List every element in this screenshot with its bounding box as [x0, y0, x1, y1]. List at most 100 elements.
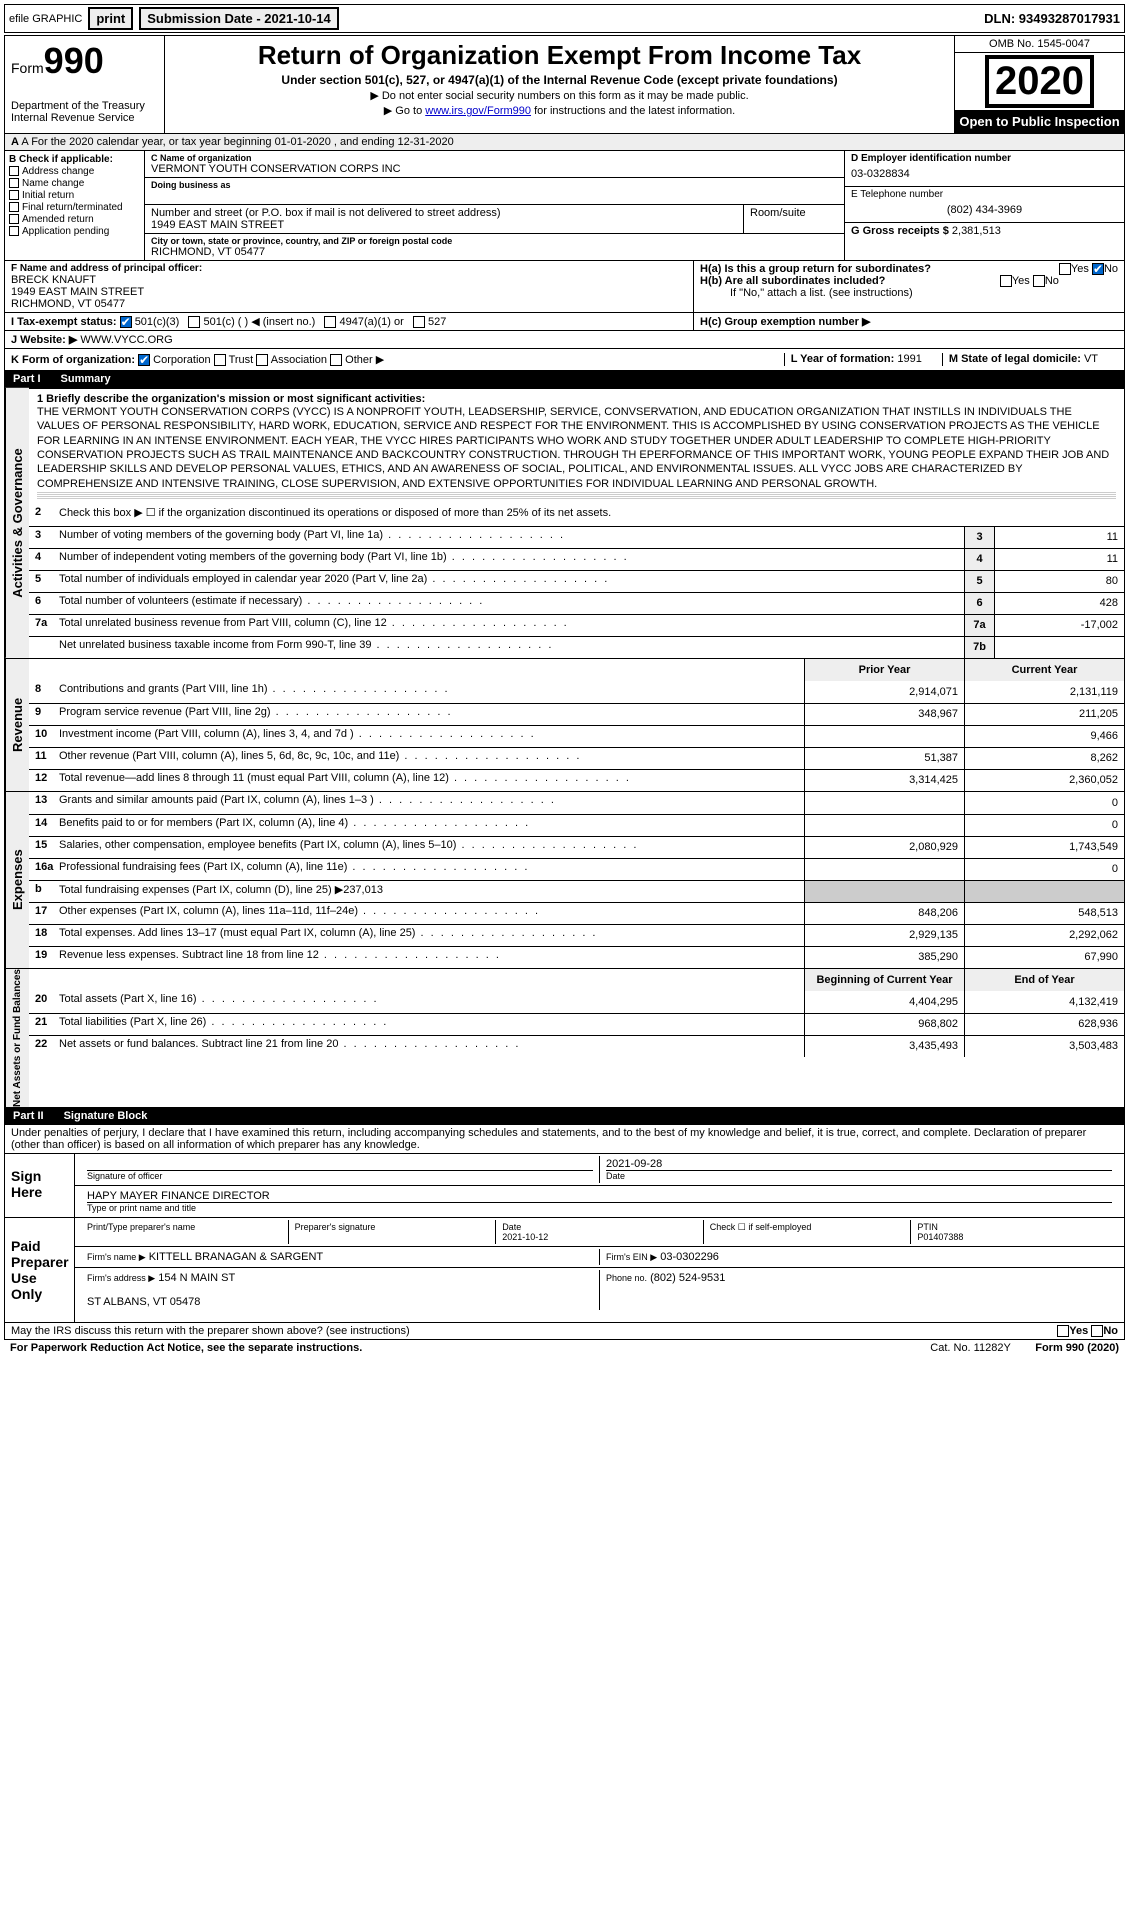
col-d: D Employer identification number03-03288… [844, 151, 1124, 260]
f-lbl: F Name and address of principal officer: [11, 263, 687, 274]
vtab-revenue: Revenue [5, 659, 29, 791]
firm-addr-lbl: Firm's address ▶ [87, 1273, 155, 1283]
sign-here-block: Sign Here Signature of officer 2021-09-2… [4, 1154, 1125, 1218]
table-row: 3Number of voting members of the governi… [29, 526, 1124, 548]
section-fgh: F Name and address of principal officer:… [4, 261, 1125, 313]
chk-discuss-yes[interactable] [1057, 1325, 1069, 1337]
prep-date: 2021-10-12 [502, 1232, 548, 1242]
j-lbl: J Website: ▶ [11, 334, 77, 346]
paid-preparer-block: Paid Preparer Use Only Print/Type prepar… [4, 1218, 1125, 1323]
k-lbl: K Form of organization: [11, 354, 135, 366]
row-k: K Form of organization: Corporation Trus… [4, 349, 1125, 371]
vtab-netassets: Net Assets or Fund Balances [5, 969, 29, 1107]
mission-lbl: 1 Briefly describe the organization's mi… [37, 393, 1116, 405]
city-lbl: City or town, state or province, country… [151, 236, 838, 246]
chk-final[interactable]: Final return/terminated [9, 202, 140, 213]
b-label: B Check if applicable: [9, 154, 140, 165]
submission-date-button[interactable]: Submission Date - 2021-10-14 [139, 7, 339, 30]
chk-pending[interactable]: Application pending [9, 226, 140, 237]
part-2-header: Part IISignature Block [4, 1108, 1125, 1125]
chk-assoc[interactable] [256, 354, 268, 366]
table-row: 14Benefits paid to or for members (Part … [29, 814, 1124, 836]
netassets-table: Net Assets or Fund Balances Beginning of… [4, 969, 1125, 1108]
hdr-begin: Beginning of Current Year [804, 969, 964, 991]
form-header: Form990 Department of the Treasury Inter… [4, 35, 1125, 134]
firm-name: KITTELL BRANAGAN & SARGENT [149, 1251, 323, 1263]
chk-501c[interactable] [188, 316, 200, 328]
l-lbl: L Year of formation: [791, 353, 895, 365]
hdr-current: Current Year [964, 659, 1124, 681]
table-row: 10Investment income (Part VIII, column (… [29, 725, 1124, 747]
activities-table: Activities & Governance 1 Briefly descri… [4, 388, 1125, 659]
room-lbl: Room/suite [750, 207, 838, 219]
ein-val: 03-0328834 [851, 164, 1118, 184]
section-bcd: B Check if applicable: Address change Na… [4, 151, 1125, 261]
table-row: 2Check this box ▶ ☐ if the organization … [29, 504, 1124, 526]
chk-527[interactable] [413, 316, 425, 328]
vtab-governance: Activities & Governance [5, 388, 29, 658]
form-label: Form990 [11, 40, 158, 82]
chk-4947[interactable] [324, 316, 336, 328]
row-i: I Tax-exempt status: 501(c)(3) 501(c) ( … [4, 313, 1125, 331]
chk-name[interactable]: Name change [9, 178, 140, 189]
sig-date: 2021-09-28 [606, 1158, 1112, 1170]
h-note: If "No," attach a list. (see instruction… [700, 287, 1118, 299]
table-row: 7aTotal unrelated business revenue from … [29, 614, 1124, 636]
revenue-table: Revenue Prior YearCurrent Year 8Contribu… [4, 659, 1125, 792]
row-j: J Website: ▶ WWW.VYCC.ORG [4, 331, 1125, 349]
note-1: ▶ Do not enter social security numbers o… [169, 89, 950, 102]
prep-date-lbl: Date [502, 1222, 521, 1232]
table-row: bTotal fundraising expenses (Part IX, co… [29, 880, 1124, 902]
period-text: A For the 2020 calendar year, or tax yea… [21, 136, 453, 148]
irs-link[interactable]: www.irs.gov/Form990 [425, 105, 531, 117]
c-name-lbl: C Name of organization [151, 153, 838, 163]
dept-label: Department of the Treasury Internal Reve… [11, 100, 158, 124]
ein-lbl: D Employer identification number [851, 153, 1118, 164]
perjury-text: Under penalties of perjury, I declare th… [4, 1125, 1125, 1154]
table-row: 15Salaries, other compensation, employee… [29, 836, 1124, 858]
print-button[interactable]: print [88, 7, 133, 30]
firm-phone: (802) 524-9531 [650, 1272, 725, 1284]
h-a: H(a) Is this a group return for subordin… [700, 263, 1118, 275]
sign-here-lbl: Sign Here [5, 1154, 75, 1217]
top-toolbar: efile GRAPHIC print Submission Date - 20… [4, 4, 1125, 33]
domicile: VT [1084, 353, 1098, 365]
table-row: 19Revenue less expenses. Subtract line 1… [29, 946, 1124, 968]
footer: For Paperwork Reduction Act Notice, see … [4, 1340, 1125, 1356]
chk-address[interactable]: Address change [9, 166, 140, 177]
chk-initial[interactable]: Initial return [9, 190, 140, 201]
dba-lbl: Doing business as [151, 180, 838, 190]
chk-501c3[interactable] [120, 316, 132, 328]
efile-label: efile GRAPHIC [9, 13, 82, 25]
chk-discuss-no[interactable] [1091, 1325, 1103, 1337]
table-row: 13Grants and similar amounts paid (Part … [29, 792, 1124, 814]
chk-other[interactable] [330, 354, 342, 366]
chk-corp[interactable] [138, 354, 150, 366]
part-1-header: Part ISummary [4, 371, 1125, 388]
year-formation: 1991 [897, 353, 921, 365]
tax-year: 2020 [985, 55, 1094, 108]
org-name: VERMONT YOUTH CONSERVATION CORPS INC [151, 163, 838, 175]
prep-sig-lbl: Preparer's signature [288, 1220, 496, 1244]
i-lbl: I Tax-exempt status: [11, 316, 117, 328]
table-row: 12Total revenue—add lines 8 through 11 (… [29, 769, 1124, 791]
website: WWW.VYCC.ORG [80, 334, 172, 346]
foot-left: For Paperwork Reduction Act Notice, see … [10, 1342, 362, 1354]
expenses-table: Expenses 13Grants and similar amounts pa… [4, 792, 1125, 969]
city-val: RICHMOND, VT 05477 [151, 246, 838, 258]
foot-mid: Cat. No. 11282Y [930, 1342, 1011, 1354]
chk-amended[interactable]: Amended return [9, 214, 140, 225]
table-row: 8Contributions and grants (Part VIII, li… [29, 681, 1124, 703]
table-row: 9Program service revenue (Part VIII, lin… [29, 703, 1124, 725]
gross-val: 2,381,513 [952, 225, 1001, 237]
table-row: 6Total number of volunteers (estimate if… [29, 592, 1124, 614]
officer-name-lbl: Type or print name and title [87, 1202, 1112, 1213]
chk-trust[interactable] [214, 354, 226, 366]
phone-lbl: E Telephone number [851, 189, 1118, 200]
firm-ein: 03-0302296 [660, 1251, 719, 1263]
omb-label: OMB No. 1545-0047 [955, 36, 1124, 53]
note-2: ▶ Go to www.irs.gov/Form990 for instruct… [169, 104, 950, 117]
table-row: 16aProfessional fundraising fees (Part I… [29, 858, 1124, 880]
officer-info: BRECK KNAUFT 1949 EAST MAIN STREET RICHM… [11, 274, 687, 310]
inspection-label: Open to Public Inspection [955, 110, 1124, 133]
